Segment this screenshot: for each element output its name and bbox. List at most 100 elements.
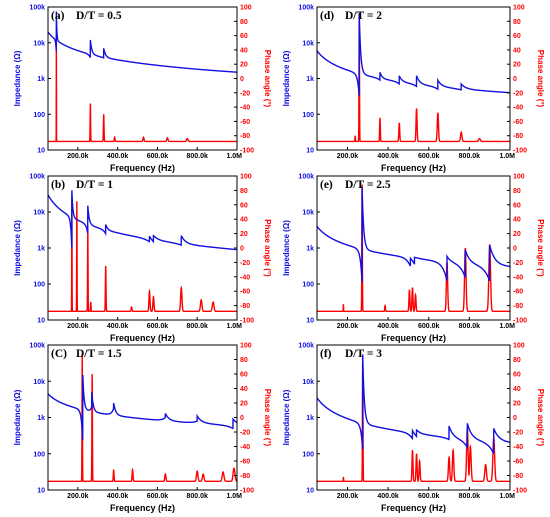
left-tick-label: 10 (37, 318, 45, 325)
right-tick-label: -100 (513, 148, 527, 155)
panel-letter: (b) (51, 179, 65, 191)
x-tick-label: 1.0M (226, 323, 242, 330)
x-tick-label: 800.0k (186, 153, 208, 160)
right-tick-label: 60 (240, 202, 248, 209)
left-tick-label: 1k (37, 415, 45, 422)
right-tick-label: 20 (513, 401, 521, 408)
x-tick-label: 200.0k (337, 153, 359, 160)
panel-d: 200.0k 400.0k 600.0k 800.0k 1.0M 10 100 1k 10k 10… (282, 5, 545, 174)
left-tick-label: 1k (306, 246, 314, 253)
panel-title: D/T = 0.5 (76, 10, 122, 22)
x-tick-label: 600.0k (418, 493, 440, 500)
right-tick-label: 80 (240, 357, 248, 364)
plot-frame (47, 344, 238, 491)
right-tick-label: 0 (240, 76, 244, 83)
right-tick-label: -100 (513, 318, 527, 325)
panel-title: D/T = 1.5 (76, 348, 122, 360)
panel-letter: (a) (51, 10, 65, 22)
right-tick-label: 0 (513, 76, 517, 83)
panel-letter: (f) (320, 348, 332, 360)
right-axis-title: Phase angle (°) (536, 389, 545, 447)
x-tick-label: 600.0k (418, 323, 440, 330)
left-tick-label: 10k (302, 379, 314, 386)
right-tick-label: -20 (240, 260, 250, 267)
right-tick-label: -40 (513, 444, 523, 451)
right-tick-label: 20 (513, 231, 521, 238)
left-tick-label: 10 (37, 148, 45, 155)
plot-frame (47, 6, 238, 151)
right-tick-label: 100 (240, 343, 252, 350)
left-tick-label: 100 (302, 112, 314, 119)
x-tick-label: 400.0k (377, 493, 399, 500)
right-tick-label: 40 (513, 217, 521, 224)
x-tick-label: 800.0k (459, 323, 481, 330)
left-tick-label: 1k (37, 246, 45, 253)
panel-e: 200.0k 400.0k 600.0k 800.0k 1.0M 10 100 1k 10k 10… (282, 174, 545, 344)
x-tick-label: 800.0k (459, 493, 481, 500)
phase-angle-line (317, 12, 510, 143)
right-tick-label: -60 (513, 119, 523, 126)
right-tick-label: -60 (513, 289, 523, 296)
x-tick-label: 400.0k (377, 323, 399, 330)
right-tick-label: 100 (240, 5, 252, 12)
right-tick-label: 40 (513, 47, 521, 54)
panel-b: 200.0k 400.0k 600.0k 800.0k 1.0M 10 100 1k 10k 10… (13, 174, 272, 344)
left-axis-title: Impedance (Ω) (282, 50, 291, 106)
panel-f: 200.0k 400.0k 600.0k 800.0k 1.0M 10 100 1k 10k 10… (282, 343, 545, 514)
x-tick-label: 600.0k (147, 493, 169, 500)
x-tick-label: 600.0k (147, 153, 169, 160)
impedance-line (48, 11, 237, 73)
left-tick-label: 10k (33, 40, 45, 47)
impedance-line (48, 374, 237, 441)
right-tick-label: 0 (240, 415, 244, 422)
panel-a: 200.0k 400.0k 600.0k 800.0k 1.0M 10 100 1k 10k 10… (13, 5, 272, 174)
right-tick-label: 80 (240, 188, 248, 195)
x-axis-title: Frequency (Hz) (381, 503, 446, 513)
right-tick-label: -40 (513, 105, 523, 112)
right-tick-label: 100 (513, 5, 525, 12)
left-tick-label: 10k (302, 40, 314, 47)
phase-angle-line (317, 184, 510, 313)
right-tick-label: -40 (240, 274, 250, 281)
x-tick-label: 800.0k (186, 323, 208, 330)
left-tick-label: 10k (302, 210, 314, 217)
right-axis-title: Phase angle (°) (263, 389, 272, 447)
right-tick-label: 20 (240, 62, 248, 69)
x-tick-label: 1.0M (499, 153, 515, 160)
right-tick-label: 100 (513, 343, 525, 350)
x-tick-label: 400.0k (107, 493, 129, 500)
right-tick-label: 40 (240, 47, 248, 54)
right-tick-label: -20 (513, 260, 523, 267)
x-tick-label: 400.0k (377, 153, 399, 160)
panel-letter: (e) (320, 179, 333, 191)
x-tick-label: 1.0M (226, 493, 242, 500)
x-tick-label: 800.0k (459, 153, 481, 160)
impedance-line (48, 190, 237, 251)
left-tick-label: 10k (33, 379, 45, 386)
left-tick-label: 100 (302, 282, 314, 289)
left-axis-title: Impedance (Ω) (282, 220, 291, 276)
x-tick-label: 200.0k (337, 493, 359, 500)
left-axis-title: Impedance (Ω) (13, 220, 22, 276)
phase-angle-line (48, 353, 237, 482)
plot-frame (316, 6, 511, 151)
impedance-line (317, 13, 510, 96)
left-axis-title: Impedance (Ω) (282, 389, 291, 445)
x-axis-title: Frequency (Hz) (110, 503, 175, 513)
right-tick-label: -60 (513, 459, 523, 466)
left-tick-label: 10 (306, 488, 314, 495)
right-tick-label: -80 (240, 133, 250, 140)
x-tick-label: 200.0k (67, 493, 89, 500)
right-tick-label: 80 (513, 357, 521, 364)
right-tick-label: -80 (513, 473, 523, 480)
left-tick-label: 100k (29, 5, 45, 12)
right-tick-label: -40 (240, 444, 250, 451)
right-tick-label: -40 (240, 105, 250, 112)
panel-letter: (d) (320, 10, 334, 22)
panel-title: D/T = 2.5 (345, 179, 391, 191)
right-tick-label: -100 (513, 488, 527, 495)
right-tick-label: 0 (513, 415, 517, 422)
right-axis-title: Phase angle (°) (536, 219, 545, 277)
x-tick-label: 600.0k (147, 323, 169, 330)
